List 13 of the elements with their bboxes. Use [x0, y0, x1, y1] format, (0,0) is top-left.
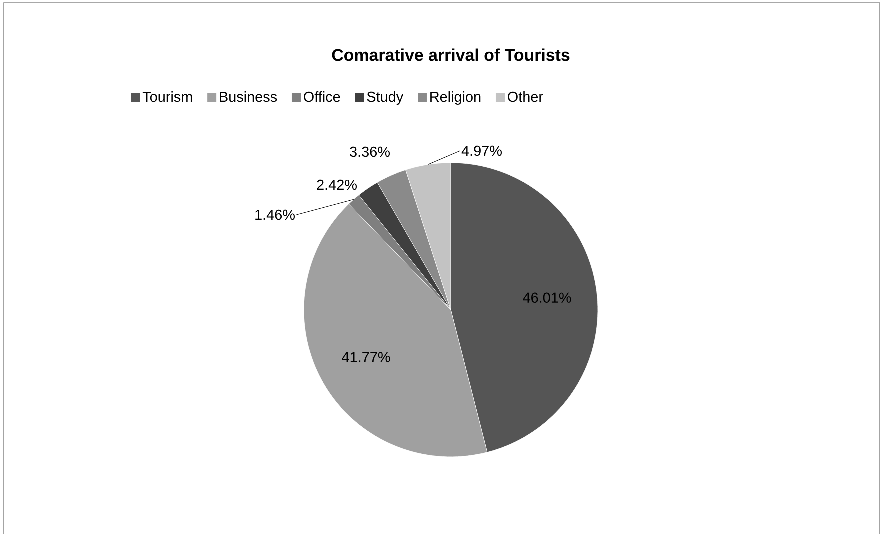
legend-label: Business [220, 91, 278, 102]
legend-label: Office [304, 91, 340, 102]
legend-label: Tourism [142, 91, 192, 102]
chart-title: Comarative arrival of Tourists [332, 48, 570, 62]
data-label: 1.46% [256, 210, 295, 220]
legend-label: Study [367, 91, 404, 105]
data-label: 41.77% [342, 352, 390, 362]
legend-label: Religion [430, 91, 481, 105]
data-label: 4.97% [462, 146, 502, 156]
data-label: 46.01% [523, 292, 572, 303]
legend-label: Other [508, 91, 544, 102]
data-label: 2.42% [317, 180, 357, 190]
data-label: 3.36% [350, 146, 390, 157]
